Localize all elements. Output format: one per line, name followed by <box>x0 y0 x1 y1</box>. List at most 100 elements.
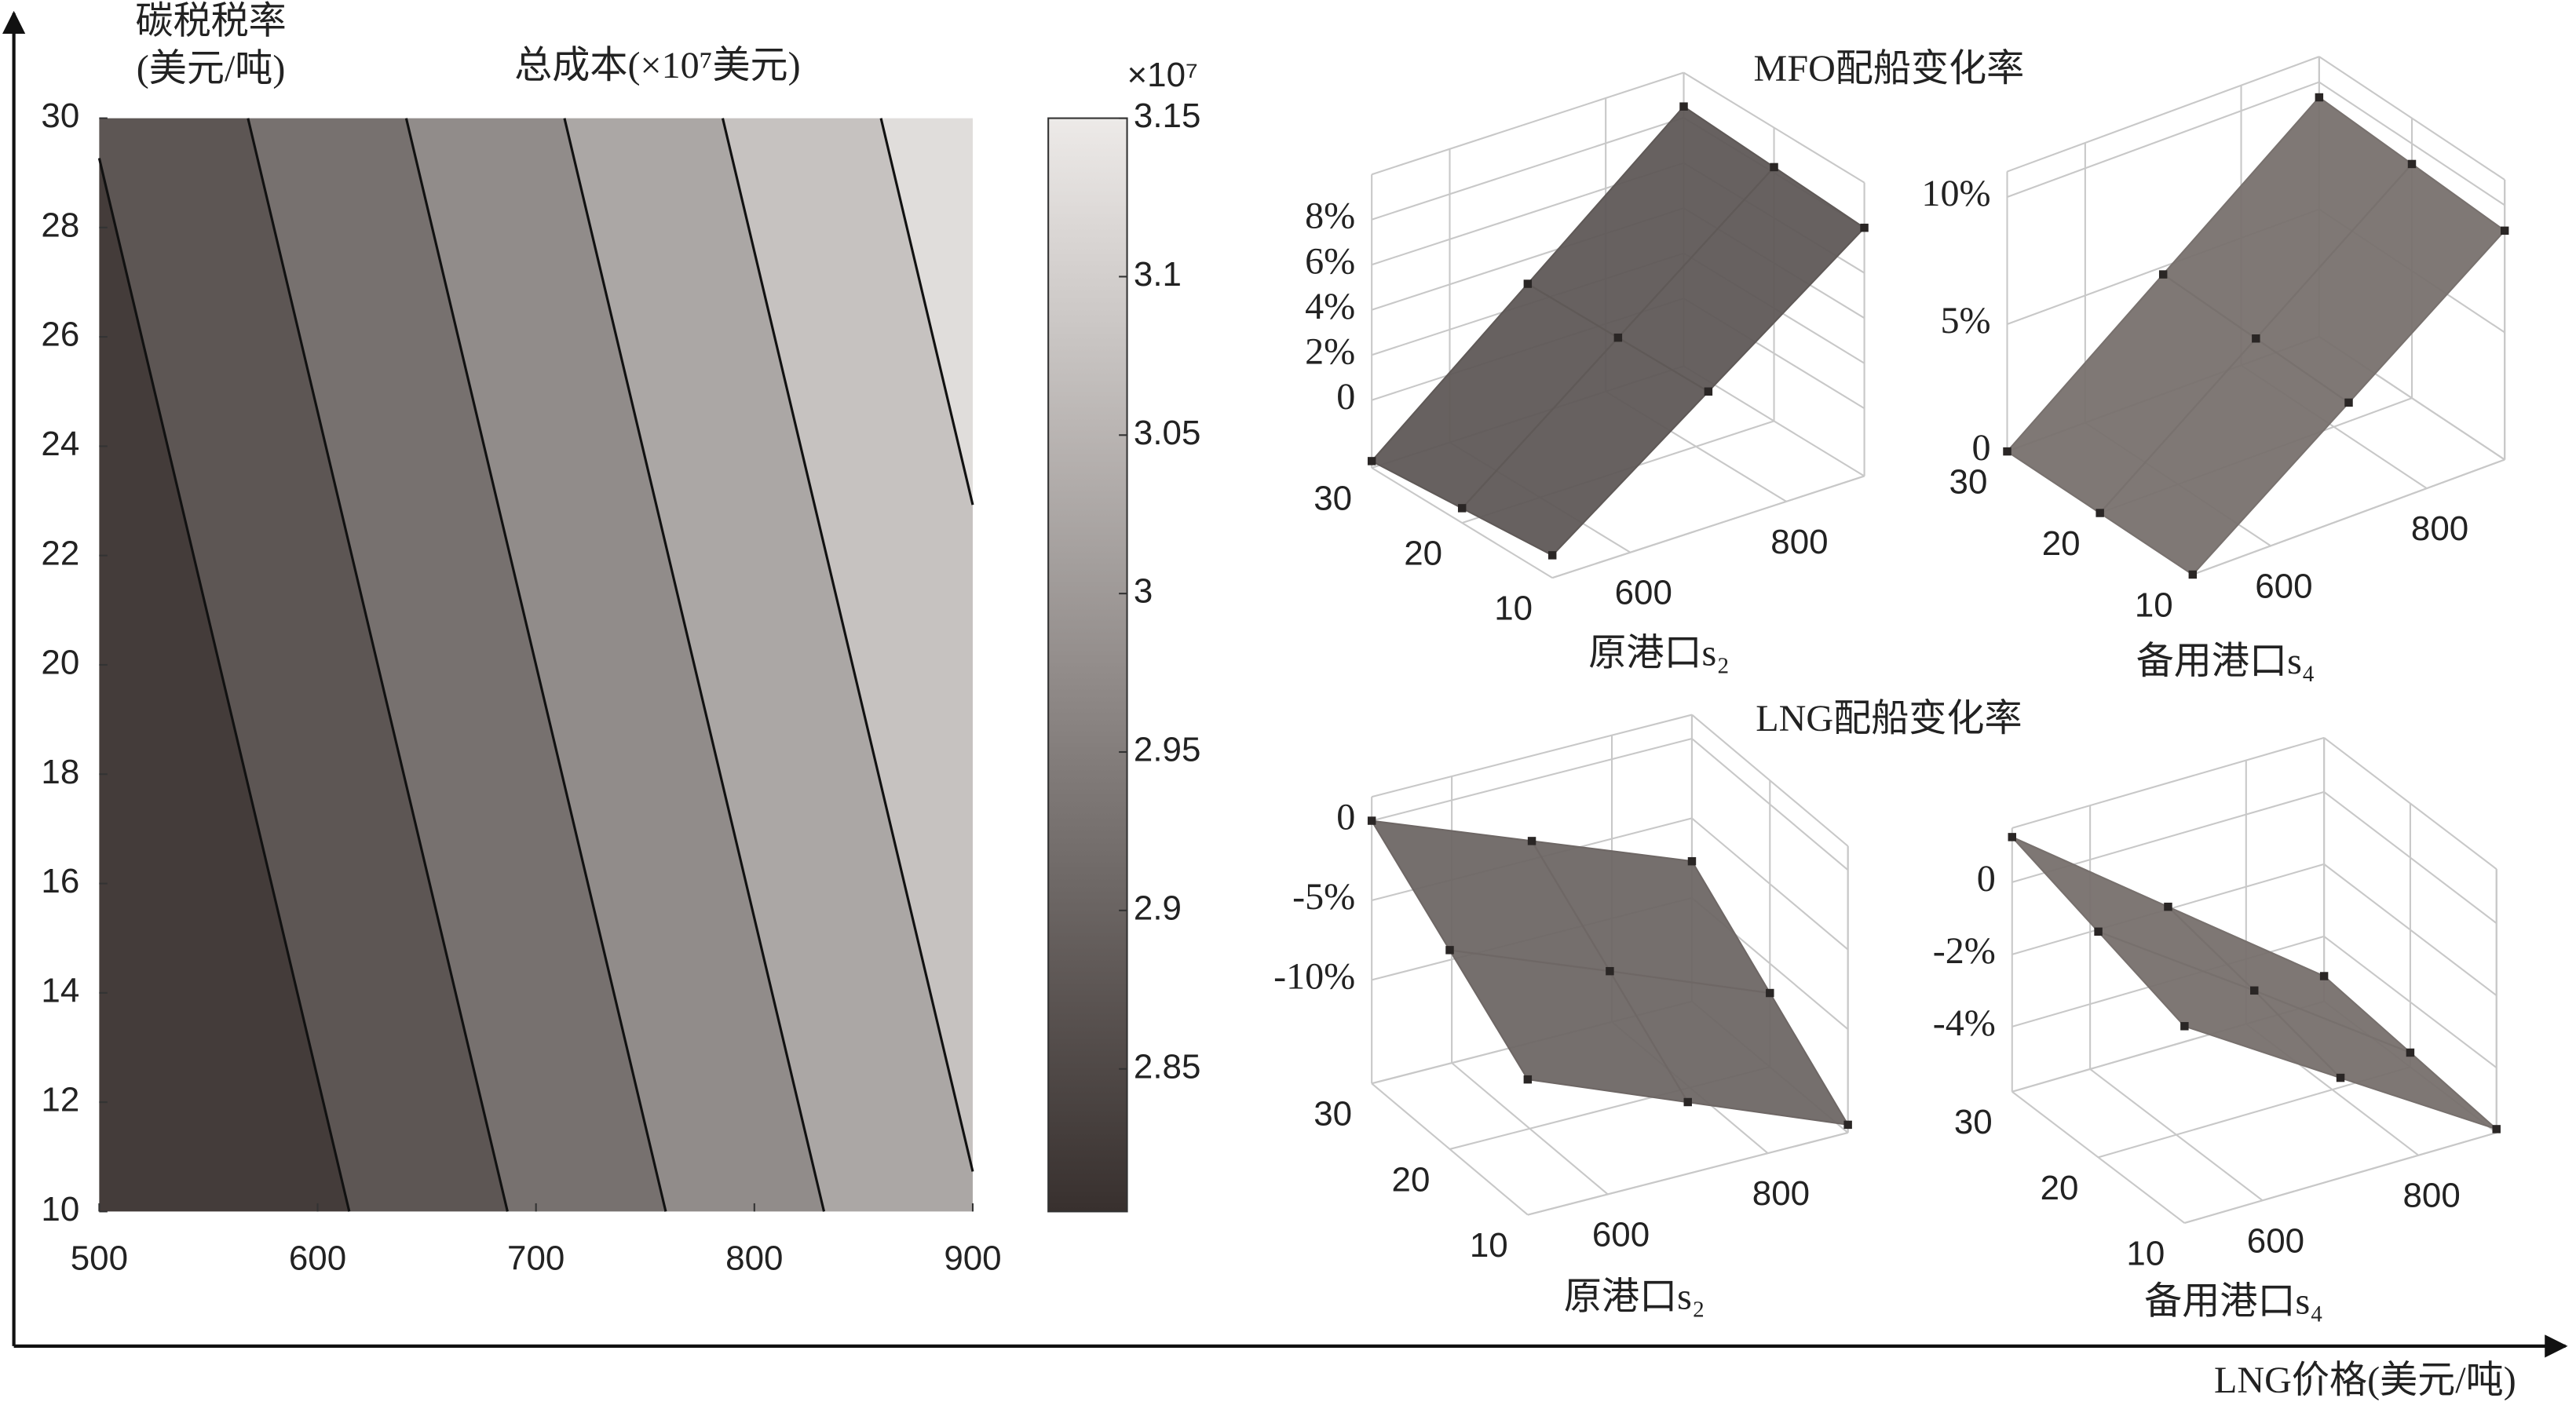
colorbar-tick-label: 2.85 <box>1134 1047 1200 1086</box>
grid-line <box>2323 791 2497 924</box>
y-tick-label: 10 <box>1470 1226 1508 1265</box>
chart-title: LNG配船变化率 <box>1756 698 2022 739</box>
x-tick-label: 800 <box>1770 523 1828 561</box>
y-tick-label: 30 <box>1949 463 1988 502</box>
x-axis-label: 原港口s₂ <box>1588 633 1730 674</box>
x-tick-label: 500 <box>71 1239 128 1278</box>
surface-point <box>2094 927 2103 936</box>
x-tick-label: 900 <box>944 1239 1001 1278</box>
box-edge <box>1371 71 1684 176</box>
surface-point <box>2158 270 2168 279</box>
y-tick-label: 20 <box>1392 1160 1431 1199</box>
grid-line <box>2007 81 2320 198</box>
surface-point <box>1860 223 1869 232</box>
surface-point <box>1679 102 1688 111</box>
surface-point <box>2344 398 2353 407</box>
x-tick-label: 800 <box>1752 1174 1810 1213</box>
contour-line <box>721 118 974 1172</box>
grid-line <box>2323 936 2497 1069</box>
y-tick-label: 30 <box>1314 1095 1352 1133</box>
contour-band <box>564 118 973 1212</box>
y-tick-label: 28 <box>41 206 79 244</box>
z-tick-label: -4% <box>1933 1002 1996 1044</box>
box-edge <box>1371 714 1693 798</box>
x-tick-label: 800 <box>725 1239 783 1278</box>
surface-point <box>2003 447 2011 456</box>
z-tick-label: 0 <box>1336 797 1355 838</box>
colorbar-exponent: ×10⁷ <box>1127 56 1198 94</box>
x-tick-label: 600 <box>1615 574 1672 612</box>
y-tick-label: 18 <box>41 753 79 791</box>
y-axis-label: 碳税税率 <box>135 0 286 42</box>
surface-point <box>2096 509 2104 517</box>
contour-line <box>404 118 667 1212</box>
surface-point <box>1527 837 1536 845</box>
x-tick-label: 700 <box>507 1239 565 1278</box>
y-tick-label: 20 <box>1404 535 1442 573</box>
y-tick-label: 12 <box>41 1081 79 1119</box>
contour-line <box>879 118 974 506</box>
contour-band <box>99 118 508 1212</box>
box-edge <box>2011 736 2325 829</box>
y-tick-label: 16 <box>41 862 79 900</box>
colorbar-tick-label: 2.9 <box>1134 889 1182 927</box>
x-tick-label: 600 <box>1592 1215 1650 1254</box>
x-tick-label: 600 <box>2247 1221 2304 1260</box>
surface-point <box>2336 1073 2345 1082</box>
y-axis-label: (美元/吨) <box>137 48 286 89</box>
surface-point <box>2500 226 2509 235</box>
y-tick-label: 14 <box>41 971 79 1009</box>
x-axis-label: 备用港口s₄ <box>2136 641 2315 682</box>
grid-line <box>2184 1132 2497 1225</box>
y-tick-label: 22 <box>41 534 79 572</box>
y-tick-label: 20 <box>2041 1169 2079 1207</box>
x-axis-label: LNG价格(美元/吨) <box>2214 1360 2516 1401</box>
x-axis-label: 原港口s₂ <box>1564 1276 1705 1317</box>
surface-point <box>1687 856 1697 866</box>
colorbar-tick-label: 3.05 <box>1134 414 1200 452</box>
grid-line <box>1691 817 1849 951</box>
surface-point <box>1843 1120 1852 1130</box>
z-tick-label: -2% <box>1933 930 1996 972</box>
colorbar-tick-label: 3.15 <box>1134 97 1200 135</box>
surface-point <box>2250 986 2259 995</box>
colorbar-tick-label: 3 <box>1134 572 1153 611</box>
surface-point <box>1367 816 1376 825</box>
surface-point <box>2406 1048 2415 1057</box>
chart-title: MFO配船变化率 <box>1754 48 2025 89</box>
z-tick-label: 2% <box>1305 330 1355 372</box>
contour-band <box>247 118 666 1212</box>
y-tick-label: 10 <box>1494 590 1533 628</box>
z-tick-label: 0 <box>1336 376 1355 418</box>
contour-line <box>97 158 351 1212</box>
surface-point <box>1445 946 1454 955</box>
surface-point <box>1547 551 1557 560</box>
surface-point <box>1683 1097 1692 1107</box>
surface-point <box>1523 279 1533 288</box>
x-tick-label: 600 <box>2255 567 2312 605</box>
z-tick-label: 0 <box>1972 427 1991 469</box>
surface-point <box>2180 1022 2189 1031</box>
surface-point <box>2008 833 2017 841</box>
z-tick-label: 0 <box>1977 858 1996 900</box>
surface-point <box>1613 333 1623 342</box>
y-tick-label: 10 <box>2135 586 2173 624</box>
surface-point <box>1523 1075 1533 1084</box>
colorbar-tick-label: 3.1 <box>1134 255 1182 294</box>
chart-title: 总成本(×10⁷美元) <box>514 45 800 86</box>
z-tick-label: -10% <box>1273 955 1355 997</box>
contour-band <box>406 118 824 1212</box>
grid-line <box>1551 475 1865 579</box>
box-edge <box>2007 56 2320 173</box>
contour-line <box>247 118 509 1212</box>
y-tick-label: 24 <box>41 425 79 463</box>
surface-point <box>1457 504 1467 513</box>
surface-point <box>2315 93 2324 102</box>
grid-line <box>2323 863 2497 997</box>
y-tick-label: 10 <box>41 1190 79 1228</box>
surface-point <box>1766 988 1774 998</box>
z-tick-label: -5% <box>1292 876 1355 918</box>
x-tick-label: 800 <box>2411 509 2468 548</box>
